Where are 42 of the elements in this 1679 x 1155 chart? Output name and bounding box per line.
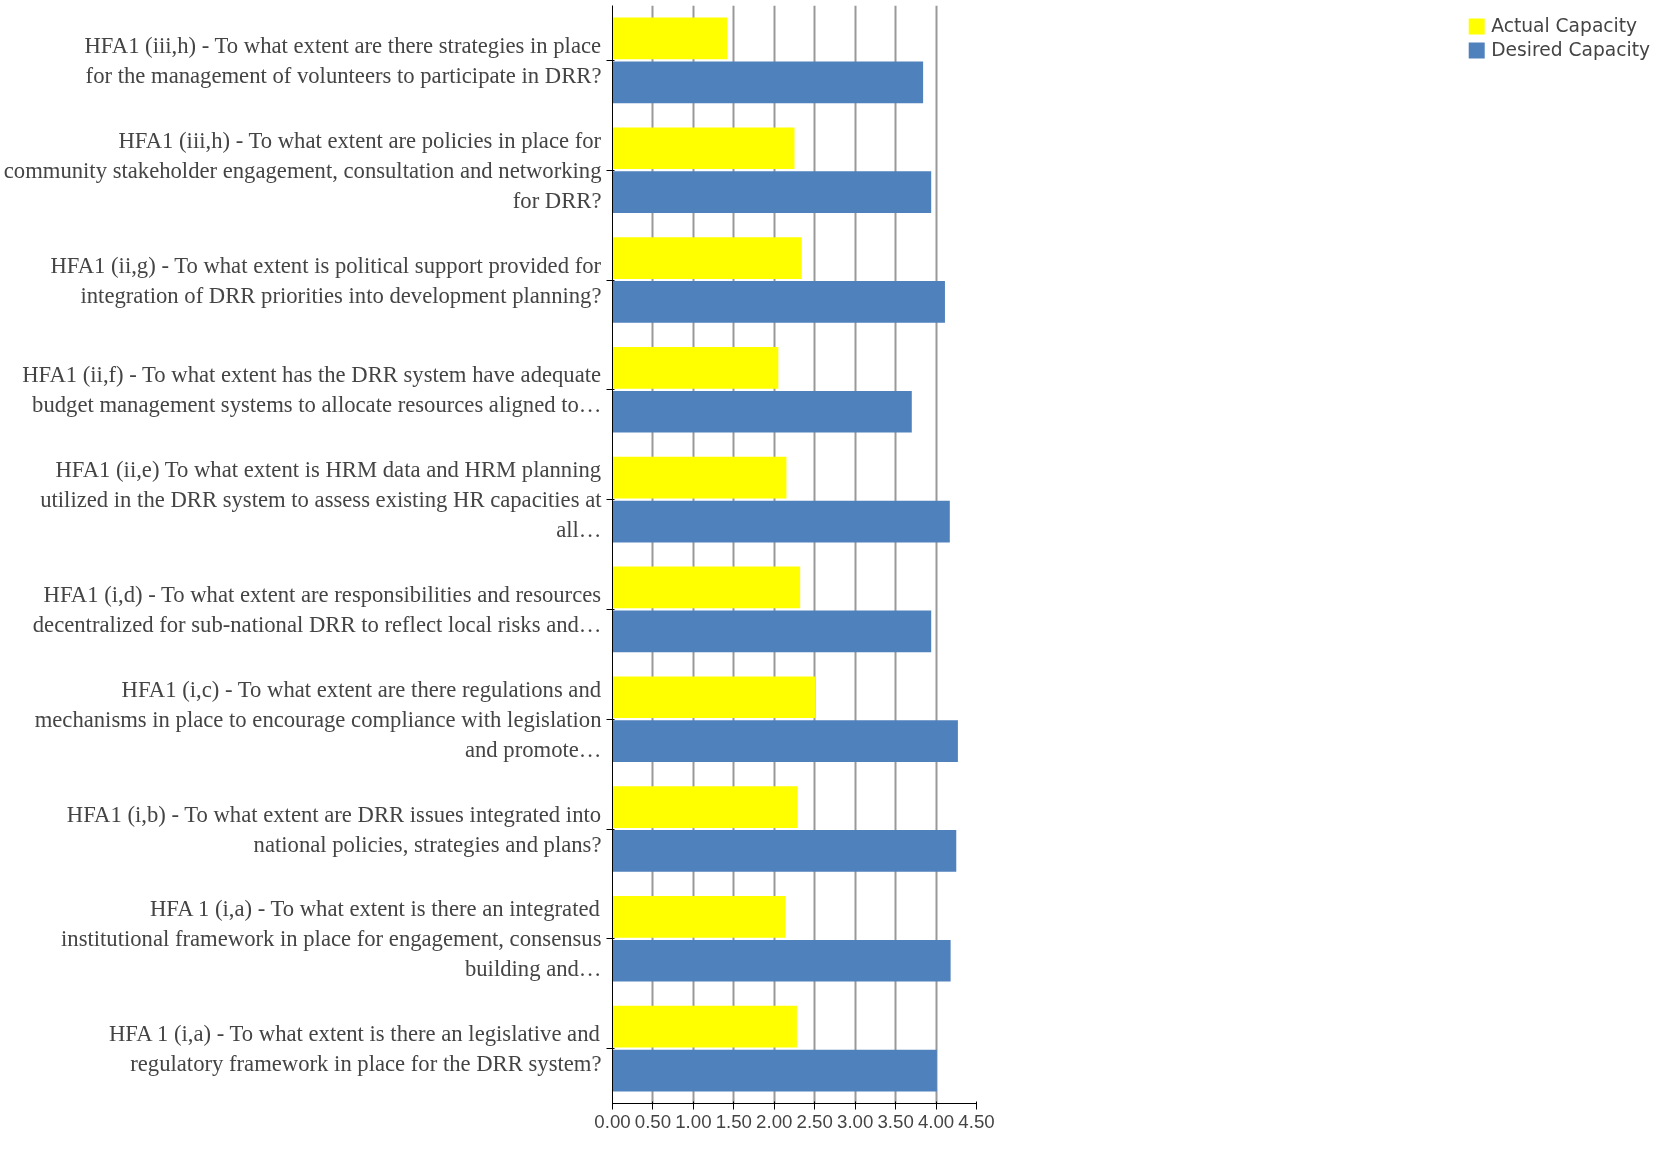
x-tick-label: 4.50 [958,1110,995,1132]
bar [612,61,924,104]
bar [612,720,958,763]
x-tick-label: 3.50 [877,1110,914,1132]
y-tick-label: HFA1 (i,c) - To what extent are there regulations and mechanisms in place to encourage compliance with legislation and promote… [34,676,602,762]
y-tick-label: HFA1 (iii,h) - To what extent are policies in place for community stakeholder engagement, consultation and networking for DRR? [3,127,602,213]
bar [612,390,912,433]
bar [612,830,957,872]
bar [612,1049,937,1092]
y-tick-label: HFA 1 (i,a) - To what extent is there an integrated institutional framework in place for engagement, consensus building and… [61,896,602,982]
bar [612,346,779,389]
x-tick-label: 0.00 [594,1110,631,1132]
y-tick-label: HFA1 (ii,e) To what extent is HRM data and HRM planning utilized in the DRR system to assess existing HR capacities at all… [40,457,603,543]
y-tick-label: HFA 1 (i,a) - To what extent is there an legislative and regulatory framework in place for the DRR system? [108,1021,602,1077]
y-tick-label: HFA1 (ii,g) - To what extent is political support provided for integration of DRR priorities into development planning? [50,252,602,308]
bar [612,566,801,609]
bar [612,610,932,653]
y-tick-label: HFA1 (ii,f) - To what extent has the DRR system have adequate budget management systems to allocate resources aligned to… [22,362,602,418]
x-tick-label: 2.50 [796,1110,833,1132]
y-tick-label: HFA1 (i,b) - To what extent are DRR issues integrated into national policies, strategies and plans? [66,801,602,857]
x-tick-label: 2.00 [756,1110,793,1132]
x-tick-label: 4.00 [917,1110,955,1132]
legend-label: Actual Capacity [1491,15,1638,36]
bar [612,676,816,719]
bar [612,500,950,543]
x-tick-label: 0.50 [634,1110,672,1132]
bar [612,895,786,938]
bar [612,171,932,214]
bar [612,786,798,828]
bar [612,17,728,60]
x-tick-label: 1.50 [715,1110,752,1132]
legend-label: Desired Capacity [1491,39,1650,60]
bar [612,1005,797,1048]
x-tick-label: 1.00 [675,1110,712,1132]
y-tick-label: HFA1 (iii,h) - To what extent are there strategies in place for the management of volunteers to participate in DRR? [84,32,602,88]
bar [612,281,945,323]
bar [612,127,795,170]
bar [612,939,951,982]
bar [612,456,787,499]
x-tick-label: 3.00 [837,1110,874,1132]
bar [612,237,802,279]
y-tick-label: HFA1 (i,d) - To what extent are responsibilities and resources decentralized for sub-national DRR to reflect local risks and… [32,581,602,637]
